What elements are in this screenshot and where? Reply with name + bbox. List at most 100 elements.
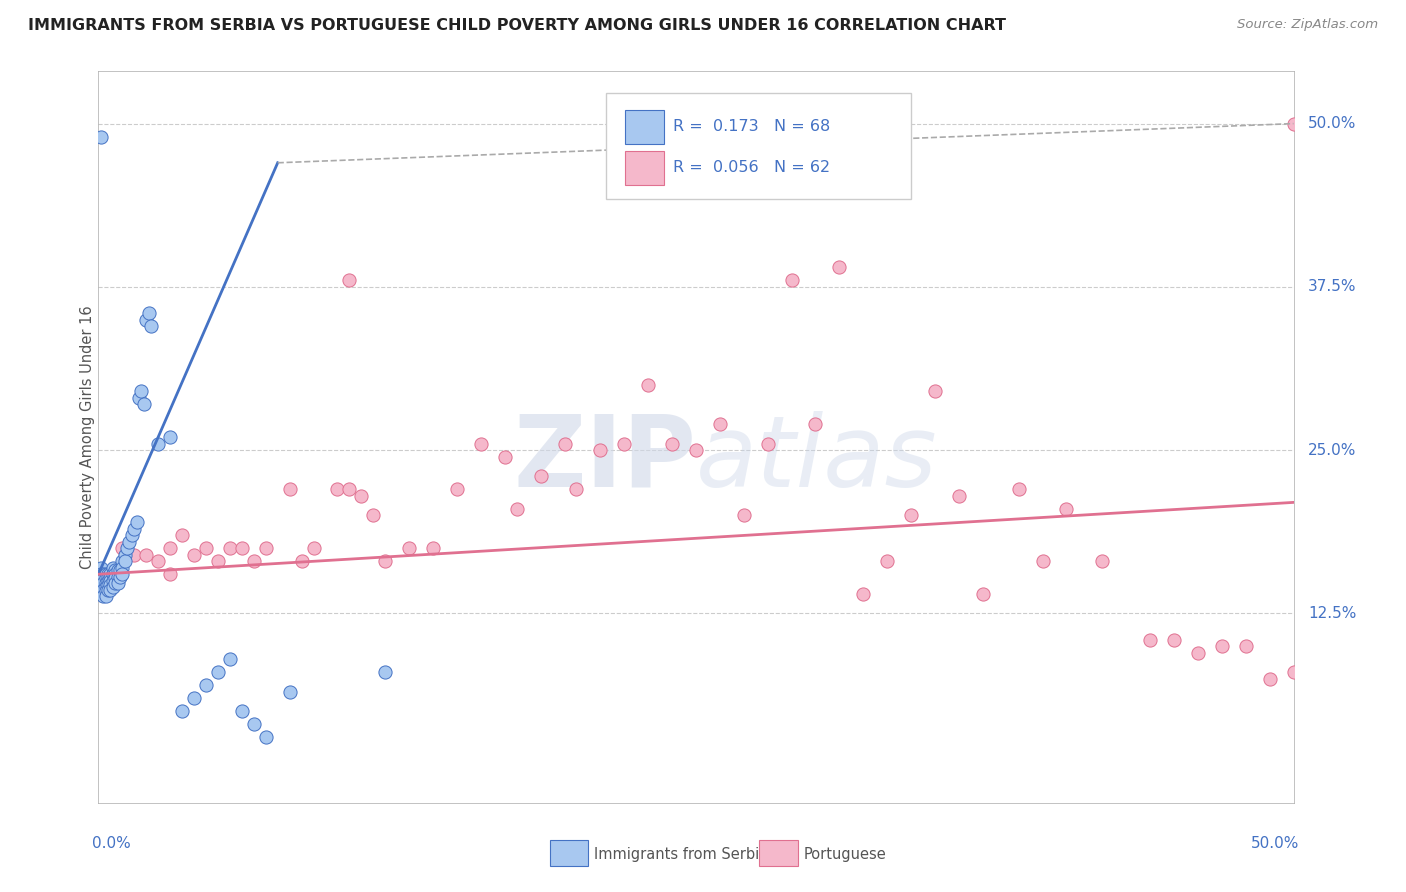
Point <box>326 483 349 497</box>
Point <box>1163 632 1185 647</box>
Point <box>148 554 170 568</box>
Text: atlas: atlas <box>696 410 938 508</box>
Point <box>339 273 361 287</box>
FancyBboxPatch shape <box>550 840 589 866</box>
Point <box>90 560 112 574</box>
Point <box>94 571 117 585</box>
Point <box>1139 632 1161 647</box>
Point <box>243 717 266 731</box>
Y-axis label: Child Poverty Among Girls Under 16: Child Poverty Among Girls Under 16 <box>80 305 94 569</box>
Point <box>97 570 120 584</box>
Point <box>243 554 266 568</box>
Point <box>90 580 112 594</box>
Point <box>363 508 385 523</box>
Point <box>104 571 127 585</box>
Point <box>104 563 127 577</box>
Point <box>98 567 122 582</box>
Point <box>948 489 970 503</box>
Point <box>207 554 229 568</box>
Point <box>132 397 155 411</box>
Point <box>97 567 120 582</box>
Point <box>101 574 124 588</box>
Point <box>128 391 150 405</box>
Point <box>108 570 131 584</box>
Point <box>278 483 301 497</box>
Point <box>924 384 946 399</box>
FancyBboxPatch shape <box>759 840 797 866</box>
Point <box>1258 672 1281 686</box>
Point <box>148 436 170 450</box>
Text: R =  0.173   N = 68: R = 0.173 N = 68 <box>673 120 831 135</box>
Point <box>828 260 851 275</box>
Point <box>111 567 134 582</box>
Point <box>98 574 122 588</box>
Point <box>302 541 325 555</box>
Point <box>114 548 136 562</box>
Point <box>254 731 277 745</box>
Point <box>111 560 134 574</box>
Point <box>104 567 127 582</box>
Text: 37.5%: 37.5% <box>1308 279 1357 294</box>
Point <box>124 521 146 535</box>
Point <box>494 450 516 464</box>
Point <box>139 319 162 334</box>
Point <box>114 554 136 568</box>
Point <box>138 306 160 320</box>
Point <box>121 528 143 542</box>
Point <box>111 541 134 555</box>
Point <box>90 567 112 582</box>
Point <box>125 515 148 529</box>
FancyBboxPatch shape <box>626 151 664 185</box>
Point <box>172 705 194 719</box>
Point <box>422 541 444 555</box>
Point <box>470 436 492 450</box>
Point <box>1282 117 1305 131</box>
Text: R =  0.056   N = 62: R = 0.056 N = 62 <box>673 161 831 176</box>
Point <box>339 483 361 497</box>
Point <box>107 563 129 577</box>
Point <box>350 489 373 503</box>
Point <box>1282 665 1305 680</box>
Point <box>1032 554 1054 568</box>
Text: Source: ZipAtlas.com: Source: ZipAtlas.com <box>1237 18 1378 31</box>
Point <box>101 560 124 574</box>
Text: 25.0%: 25.0% <box>1308 442 1357 458</box>
Point <box>98 577 122 591</box>
Point <box>101 580 124 594</box>
Point <box>159 430 181 444</box>
Point <box>207 665 229 680</box>
Point <box>91 567 114 582</box>
Point <box>530 469 553 483</box>
Point <box>91 571 114 585</box>
Point <box>98 567 122 582</box>
Text: 50.0%: 50.0% <box>1308 116 1357 131</box>
Point <box>374 665 396 680</box>
Point <box>172 528 194 542</box>
Point <box>398 541 420 555</box>
Point <box>118 534 141 549</box>
Point <box>94 590 117 604</box>
Point <box>90 587 112 601</box>
Text: 12.5%: 12.5% <box>1308 606 1357 621</box>
Point <box>780 273 803 287</box>
Text: 0.0%: 0.0% <box>93 836 131 851</box>
Point <box>101 567 124 582</box>
Point <box>124 548 146 562</box>
Point <box>97 574 120 588</box>
Point <box>97 577 120 591</box>
Point <box>135 548 157 562</box>
Text: IMMIGRANTS FROM SERBIA VS PORTUGUESE CHILD POVERTY AMONG GIRLS UNDER 16 CORRELAT: IMMIGRANTS FROM SERBIA VS PORTUGUESE CHI… <box>28 18 1007 33</box>
Point <box>613 436 636 450</box>
Point <box>900 508 922 523</box>
Point <box>159 541 181 555</box>
Point <box>91 590 114 604</box>
Point <box>374 554 396 568</box>
Point <box>446 483 468 497</box>
Point <box>94 580 117 594</box>
Text: ZIP: ZIP <box>513 410 696 508</box>
Point <box>94 584 117 599</box>
Point <box>1008 483 1031 497</box>
Point <box>685 443 707 458</box>
Point <box>107 576 129 591</box>
Point <box>278 685 301 699</box>
